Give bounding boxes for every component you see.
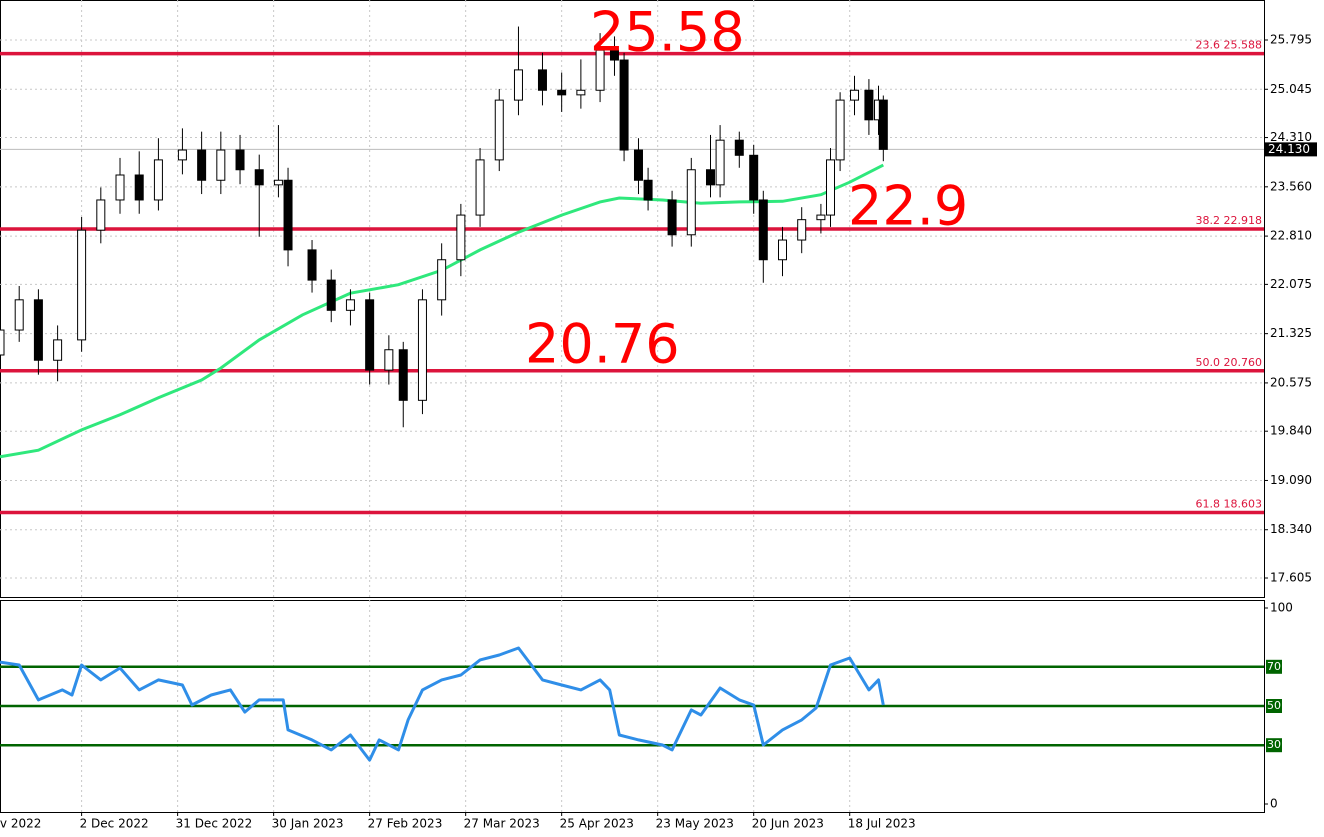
y-tick-label: 19.840 bbox=[1270, 424, 1312, 438]
y-tick-label: 100 bbox=[1270, 600, 1293, 614]
candle-body bbox=[850, 89, 860, 101]
candle-body bbox=[33, 299, 43, 361]
x-tick-label: 27 Feb 2023 bbox=[368, 817, 443, 831]
candle-body bbox=[513, 69, 523, 101]
candle-body bbox=[273, 179, 283, 186]
candle-body bbox=[475, 159, 485, 216]
candle-body bbox=[153, 159, 163, 201]
candle-body bbox=[115, 174, 125, 201]
candle-body bbox=[456, 214, 466, 261]
y-tick-label: 25.045 bbox=[1270, 82, 1312, 96]
last-price-box bbox=[1265, 142, 1317, 157]
y-tick-label: 23.560 bbox=[1270, 179, 1312, 193]
candle-body bbox=[254, 169, 264, 186]
fib-level-label: 23.6 25.588 bbox=[1196, 39, 1262, 52]
y-tick-label: 0 bbox=[1270, 797, 1278, 811]
candle-body bbox=[835, 99, 845, 161]
candle-body bbox=[283, 179, 293, 251]
fib-level-label: 50.0 20.760 bbox=[1196, 356, 1262, 369]
y-tick-label: 19.090 bbox=[1270, 473, 1312, 487]
rsi-level-box bbox=[1266, 738, 1282, 753]
fib-level-label: 38.2 22.918 bbox=[1196, 214, 1262, 227]
rsi-level-label: 50 bbox=[1267, 699, 1281, 712]
candle-body bbox=[864, 89, 874, 121]
annotation: 20.76 bbox=[525, 313, 680, 376]
y-tick-label: 21.325 bbox=[1270, 326, 1312, 340]
candle-body bbox=[197, 149, 207, 181]
candle-body bbox=[595, 49, 605, 91]
rsi-level-label: 30 bbox=[1267, 738, 1281, 751]
y-tick-label: 22.075 bbox=[1270, 277, 1312, 291]
panel-frame bbox=[0, 0, 1265, 598]
candle-body bbox=[307, 249, 317, 281]
candle-body bbox=[643, 179, 653, 201]
rsi-level-label: 70 bbox=[1267, 660, 1281, 673]
candle-body bbox=[14, 299, 24, 331]
candle-body bbox=[633, 149, 643, 181]
candle-body bbox=[777, 239, 787, 261]
candle-body bbox=[96, 199, 106, 231]
y-tick-label: 22.810 bbox=[1270, 229, 1312, 243]
candle-body bbox=[715, 139, 725, 186]
x-tick-label: 27 Mar 2023 bbox=[464, 817, 540, 831]
fib-level-label: 61.8 18.603 bbox=[1196, 497, 1262, 510]
candle-body bbox=[494, 99, 504, 161]
candle-body bbox=[797, 219, 807, 241]
candle-body bbox=[134, 174, 144, 201]
candle-body bbox=[437, 259, 447, 301]
candle-body bbox=[77, 229, 87, 341]
candle-body bbox=[576, 89, 586, 96]
y-tick-label: 20.575 bbox=[1270, 375, 1312, 389]
candle-body bbox=[326, 279, 336, 311]
candle-body bbox=[0, 329, 5, 356]
x-tick-label: 18 Jul 2023 bbox=[848, 817, 916, 831]
x-tick-label: Nov 2022 bbox=[0, 817, 41, 831]
candle-body bbox=[557, 89, 567, 96]
annotation: 22.9 bbox=[848, 175, 968, 238]
y-tick-label: 17.605 bbox=[1270, 571, 1312, 585]
candle-body bbox=[758, 199, 768, 261]
candle-body bbox=[878, 99, 888, 150]
candle-body bbox=[667, 199, 677, 236]
x-tick-label: 23 May 2023 bbox=[656, 817, 734, 831]
x-tick-label: 20 Jun 2023 bbox=[752, 817, 824, 831]
y-tick-label: 25.795 bbox=[1270, 33, 1312, 47]
candle-body bbox=[398, 349, 408, 401]
candle-body bbox=[609, 49, 619, 61]
candle-body bbox=[177, 149, 187, 161]
y-tick-label: 24.310 bbox=[1270, 130, 1312, 144]
candle-body bbox=[537, 69, 547, 91]
y-tick-label: 18.340 bbox=[1270, 522, 1312, 536]
x-tick-label: 25 Apr 2023 bbox=[560, 817, 634, 831]
candle-body bbox=[53, 339, 63, 361]
candle-body bbox=[816, 214, 826, 221]
annotation: 25.58 bbox=[590, 1, 745, 64]
candle-body bbox=[619, 59, 629, 151]
x-tick-label: 30 Jan 2023 bbox=[272, 817, 344, 831]
x-tick-label: 31 Dec 2022 bbox=[176, 817, 253, 831]
candle-body bbox=[417, 299, 427, 401]
candle-body bbox=[686, 169, 696, 236]
rsi-line bbox=[0, 646, 885, 762]
rsi-level-box bbox=[1266, 699, 1282, 713]
rsi-level-box bbox=[1266, 659, 1282, 674]
candle-body bbox=[734, 139, 744, 156]
candle-body bbox=[705, 169, 715, 186]
candle-body bbox=[365, 299, 375, 371]
x-tick-label: 2 Dec 2022 bbox=[80, 817, 149, 831]
candle-body bbox=[749, 154, 759, 201]
last-price-label: 24.130 bbox=[1268, 142, 1310, 156]
candle-body bbox=[235, 149, 245, 171]
candle-body bbox=[216, 149, 226, 181]
candle-body bbox=[345, 299, 355, 311]
candle-body bbox=[826, 159, 836, 216]
candle-body bbox=[384, 349, 394, 371]
